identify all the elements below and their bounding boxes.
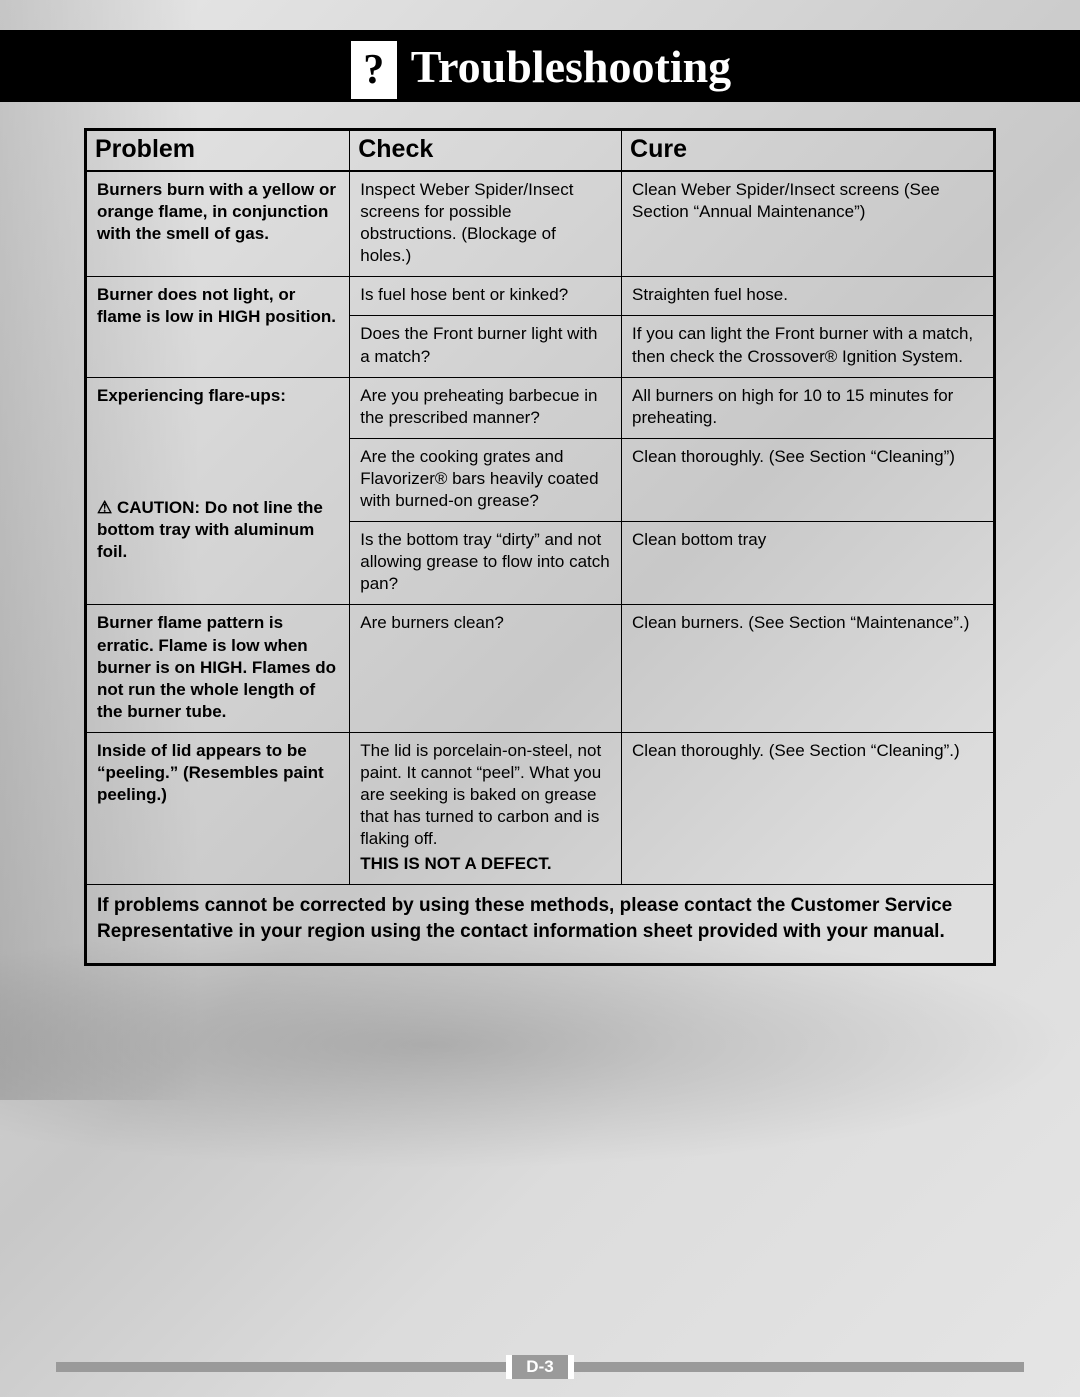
check-cell: Are you preheating barbecue in the presc… (350, 377, 622, 438)
cure-cell: Clean bottom tray (622, 522, 993, 605)
check-text: The lid is porcelain-on-steel, not paint… (360, 741, 601, 848)
check-cell: The lid is porcelain-on-steel, not paint… (350, 732, 622, 885)
check-cell: Are the cooking grates and Flavorizer® b… (350, 438, 622, 521)
page-title: Troubleshooting (411, 40, 731, 93)
table-row: Experiencing flare-ups: ⚠ CAUTION: Do no… (87, 377, 993, 438)
problem-cell: Burner does not light, or flame is low i… (87, 277, 350, 377)
table-header-row: Problem Check Cure (87, 130, 993, 172)
page-number: D-3 (506, 1355, 573, 1379)
footer-rule-left (56, 1362, 506, 1372)
check-cell: Are burners clean? (350, 605, 622, 732)
table-footer-row: If problems cannot be corrected by using… (87, 885, 993, 963)
check-cell: Inspect Weber Spider/Insect screens for … (350, 171, 622, 277)
cure-cell: Clean burners. (See Section “Maintenance… (622, 605, 993, 732)
table-row: Burner flame pattern is erratic. Flame i… (87, 605, 993, 732)
cure-cell: Clean Weber Spider/Insect screens (See S… (622, 171, 993, 277)
footer-note: If problems cannot be corrected by using… (87, 885, 993, 963)
column-header-problem: Problem (87, 130, 350, 172)
cure-cell: Clean thoroughly. (See Section “Cleaning… (622, 732, 993, 885)
cure-cell: If you can light the Front burner with a… (622, 316, 993, 377)
caution-text: ⚠ CAUTION: Do not line the bottom tray w… (97, 497, 339, 563)
troubleshooting-table: Problem Check Cure Burners burn with a y… (87, 128, 993, 963)
table-row: Burner does not light, or flame is low i… (87, 277, 993, 316)
check-cell: Does the Front burner light with a match… (350, 316, 622, 377)
question-glyph: ? (363, 46, 384, 94)
cure-cell: All burners on high for 10 to 15 minutes… (622, 377, 993, 438)
problem-cell: Burner flame pattern is erratic. Flame i… (87, 605, 350, 732)
cure-cell: Clean thoroughly. (See Section “Cleaning… (622, 438, 993, 521)
problem-cell: Burners burn with a yellow or orange fla… (87, 171, 350, 277)
problem-text: Experiencing flare-ups: (97, 386, 286, 405)
column-header-cure: Cure (622, 130, 993, 172)
footer-rule-right (574, 1362, 1024, 1372)
check-cell: Is fuel hose bent or kinked? (350, 277, 622, 316)
problem-cell: Experiencing flare-ups: ⚠ CAUTION: Do no… (87, 377, 350, 605)
cure-cell: Straighten fuel hose. (622, 277, 993, 316)
table-row: Burners burn with a yellow or orange fla… (87, 171, 993, 277)
troubleshooting-table-container: Problem Check Cure Burners burn with a y… (84, 128, 996, 966)
problem-cell: Inside of lid appears to be “peeling.” (… (87, 732, 350, 885)
page-footer: D-3 (0, 1355, 1080, 1379)
table-row: Inside of lid appears to be “peeling.” (… (87, 732, 993, 885)
question-icon: ? (349, 39, 399, 101)
column-header-check: Check (350, 130, 622, 172)
check-cell: Is the bottom tray “dirty” and not allow… (350, 522, 622, 605)
header-bar: ? Troubleshooting (0, 30, 1080, 102)
not-defect-note: THIS IS NOT A DEFECT. (360, 853, 611, 875)
